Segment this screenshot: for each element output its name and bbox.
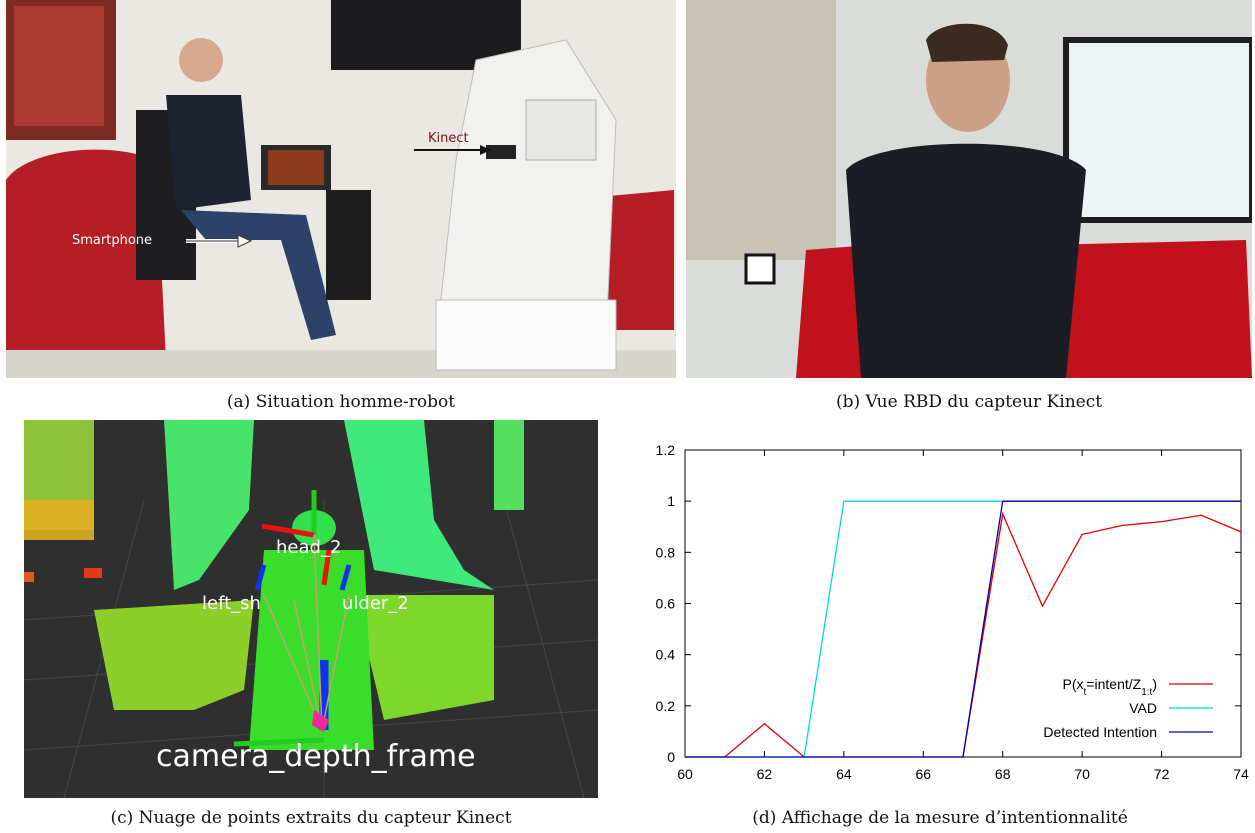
x-tick-label: 68 (995, 766, 1011, 782)
series-line-1 (685, 500, 1241, 758)
point-cloud-view: head_2 left_sh ulder_2 camera_depth_fram… (24, 420, 598, 798)
caption-c: (c) Nuage de points extraits du capteur … (110, 808, 512, 828)
x-tick-label: 66 (915, 766, 931, 782)
legend-entry: Detected Intention (1043, 724, 1157, 740)
net-wall (686, 0, 836, 260)
x-tick-label: 60 (677, 766, 693, 782)
head-frame-label: head_2 (276, 537, 341, 558)
y-tick-label: 0.2 (656, 698, 676, 714)
chart-svg: 60 62 64 66 68 70 72 74 0 0.2 0.4 0.6 0.8 1 1.2 P(xt=… (656, 442, 1249, 782)
red-sofa-right-b (1046, 240, 1252, 378)
photo-a-illustration (6, 0, 676, 378)
photo-b-illustration (686, 0, 1252, 378)
intentionality-chart: 60 62 64 66 68 70 72 74 0 0.2 0.4 0.6 0.8 1 1.2 P(xt=… (630, 430, 1250, 800)
y-tick-label: 0.6 (656, 596, 676, 612)
smartphone-label: Smartphone (72, 233, 153, 248)
left-shoulder-frame-label: left_sh (202, 593, 261, 614)
legend-entry: VAD (1129, 700, 1157, 716)
cloud-sofa-left (94, 600, 254, 710)
cloud-wall-left (164, 420, 254, 590)
photo-kinect-rgb-view (686, 0, 1252, 378)
plot-frame (684, 449, 1242, 758)
tf-links (263, 534, 350, 731)
kinect-label: Kinect (428, 131, 469, 146)
camera-frame-label: camera_depth_frame (156, 739, 476, 774)
photo-human-robot-situation: Kinect Smartphone (6, 0, 676, 378)
series-line-0 (685, 511, 1242, 758)
caption-b: (b) Vue RBD du capteur Kinect (835, 392, 1103, 412)
x-tick-label: 74 (1233, 766, 1249, 782)
x-tick-label: 72 (1154, 766, 1170, 782)
x-tick-label: 70 (1074, 766, 1090, 782)
person-shirt (166, 95, 251, 210)
y-tick-label: 1 (667, 493, 675, 509)
y-tick-label: 0.8 (656, 544, 676, 560)
x-tick-label: 62 (757, 766, 773, 782)
legend-entry: P(xt=intent/Z1:t) (1063, 676, 1157, 698)
legend: P(xt=intent/Z1:t) VAD Detected Intention (1043, 676, 1213, 740)
red-sofa-left (6, 149, 166, 370)
person-tshirt (846, 143, 1086, 378)
ar-marker (744, 253, 776, 285)
right-shoulder-frame-label: ulder_2 (342, 593, 409, 614)
y-axis: 0 0.2 0.4 0.6 0.8 1 1.2 (656, 442, 1241, 765)
point-cloud-illustration: head_2 left_sh ulder_2 camera_depth_fram… (24, 420, 598, 798)
y-tick-label: 0 (667, 749, 675, 765)
series-line-2 (685, 500, 1241, 758)
caption-d: (d) Affichage de la mesure d’intentionna… (752, 808, 1128, 828)
side-table (326, 190, 371, 300)
x-tick-label: 64 (836, 766, 852, 782)
cloud-wall-right (344, 420, 494, 590)
cloud-sofa-right (354, 595, 494, 720)
series-lines (685, 500, 1242, 758)
y-tick-label: 0.4 (656, 647, 676, 663)
y-tick-label: 1.2 (656, 442, 676, 458)
cloud-body (249, 550, 374, 750)
x-axis: 60 62 64 66 68 70 72 74 (677, 450, 1249, 782)
caption-a: (a) Situation homme-robot (226, 392, 456, 412)
person-jeans (181, 210, 336, 340)
window-right (1063, 37, 1252, 223)
kinect-device (486, 145, 516, 159)
person-head (179, 38, 223, 82)
